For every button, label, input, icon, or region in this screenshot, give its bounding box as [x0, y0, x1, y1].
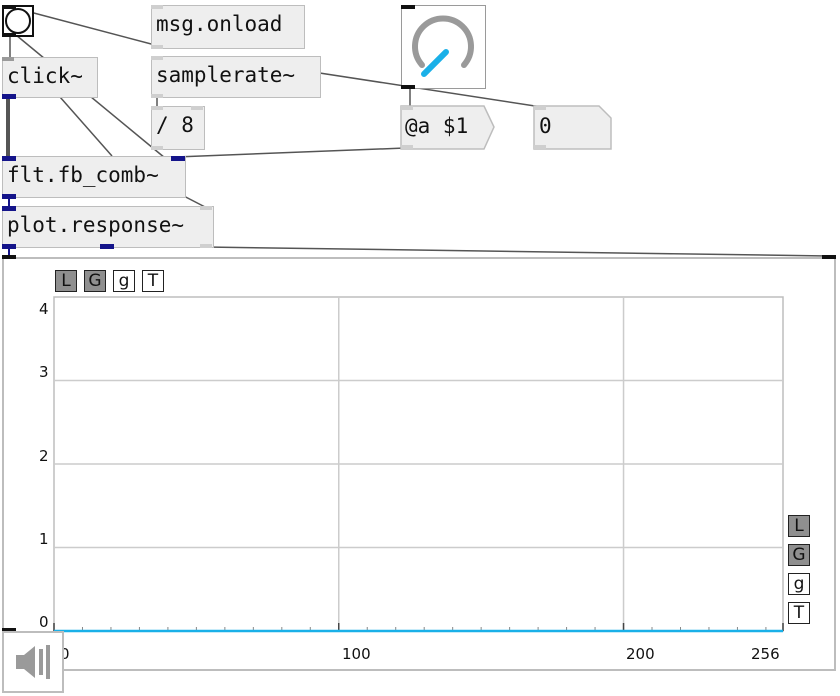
outlet — [401, 145, 413, 149]
toggle-subgrid-y[interactable]: g — [788, 573, 810, 595]
signal-outlet — [100, 244, 114, 249]
y-tick-label: 0 — [39, 613, 49, 631]
knob-inlet — [401, 5, 415, 9]
outlet — [200, 244, 212, 248]
outlet — [151, 94, 163, 98]
object-msg-onload[interactable]: msg.onload — [151, 5, 305, 49]
signal-inlet — [2, 206, 16, 211]
knob-outlet — [401, 85, 415, 89]
y-tick-label: 2 — [39, 447, 49, 465]
toggle-grid-x[interactable]: G — [84, 270, 106, 292]
message-zero-text: 0 — [539, 114, 552, 138]
inlet — [401, 106, 413, 110]
inlet — [2, 57, 14, 61]
toggle-log-x[interactable]: L — [55, 270, 77, 292]
signal-inlet — [2, 156, 16, 161]
x-tick-label: 100 — [342, 645, 371, 663]
bang-outlet — [2, 33, 16, 37]
outlet — [151, 146, 163, 150]
inlet — [200, 206, 212, 210]
x-tick-label: 200 — [626, 645, 655, 663]
bang-button[interactable] — [2, 5, 34, 37]
plot-panel[interactable] — [2, 257, 836, 671]
inlet — [191, 106, 203, 110]
x-tick-label: 0 — [60, 645, 70, 663]
inlet — [151, 5, 163, 9]
signal-outlet — [2, 94, 16, 99]
speaker-icon — [16, 645, 50, 679]
y-tick-label: 3 — [39, 363, 49, 381]
outlet — [151, 45, 163, 49]
toggle-log-y[interactable]: L — [788, 515, 810, 537]
x-tick-label: 256 — [751, 645, 780, 663]
object-samplerate[interactable]: samplerate~ — [151, 56, 321, 98]
toggle-grid-y[interactable]: G — [788, 544, 810, 566]
object-divide[interactable]: / 8 — [151, 106, 205, 150]
signal-outlet — [2, 244, 16, 249]
bang-inlet — [2, 5, 16, 9]
message-box-a[interactable] — [400, 105, 496, 151]
signal-outlet — [2, 194, 16, 199]
inlet — [151, 106, 163, 110]
toggle-subgrid-x[interactable]: g — [113, 270, 135, 292]
toggle-ticks-x[interactable]: T — [142, 270, 164, 292]
bang-circle — [5, 8, 31, 34]
knob[interactable] — [401, 5, 486, 89]
message-box-zero[interactable] — [533, 105, 613, 151]
y-tick-label: 1 — [39, 530, 49, 548]
message-a-text: @a $1 — [405, 114, 469, 138]
knob-dial — [412, 15, 474, 77]
inlet — [151, 56, 163, 60]
outlet — [534, 145, 546, 149]
object-plot-response[interactable]: plot.response~ — [2, 206, 214, 248]
object-click[interactable]: click~ — [2, 57, 98, 98]
plot-inlet-right — [822, 255, 836, 259]
signal-inlet — [171, 156, 185, 161]
inlet — [534, 106, 546, 110]
plot-outlet — [2, 628, 16, 632]
toggle-ticks-y[interactable]: T — [788, 602, 810, 624]
dsp-toggle[interactable] — [2, 631, 64, 693]
object-fb-comb[interactable]: flt.fb_comb~ — [2, 156, 186, 198]
y-tick-label: 4 — [39, 300, 49, 318]
plot-inlet — [2, 255, 16, 259]
